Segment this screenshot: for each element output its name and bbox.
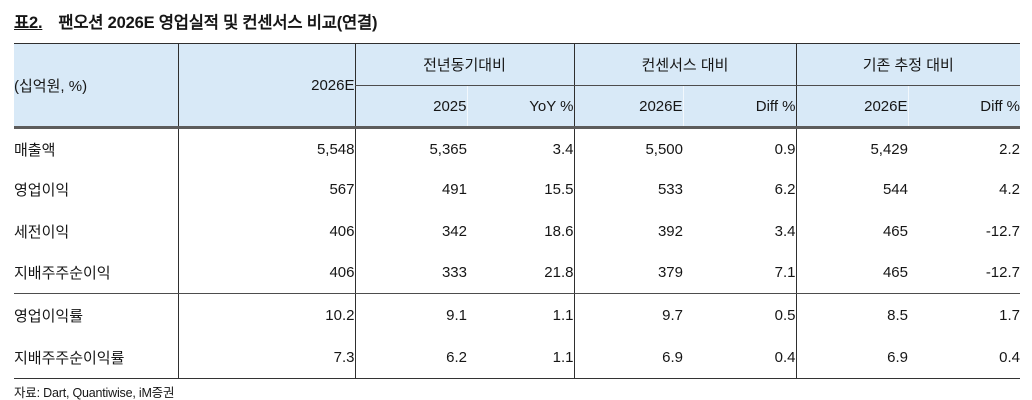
row-label: 지배주주순이익 (14, 252, 178, 294)
subheader-consensus-2026e: 2026E (573, 85, 683, 129)
row-label: 매출액 (14, 141, 56, 159)
row-label: 지배주주순이익률 (14, 336, 178, 379)
cell-previous-diff: 4.2 (999, 181, 1021, 199)
subheader-previous-2026e: 2026E (795, 85, 908, 129)
unit-header-cell: (십억원, %) (14, 43, 178, 129)
table-row-pretax-profit: 세전이익 406 342 18.6 392 3.4 465 -12.7 (14, 210, 1021, 252)
column-header-2026e: 2026E (177, 43, 355, 129)
cell-previous-diff: -12.7 (908, 252, 1021, 294)
row-label: 세전이익 (14, 223, 70, 241)
cell-previous-diff: 2.2 (999, 140, 1021, 158)
table-row-net-profit-owners: 지배주주순이익 406 333 21.8 379 7.1 465 -12.7 (14, 252, 1021, 294)
subheader-yoy-pct: YoY % (466, 85, 574, 129)
cell-previous-2026e: 544 (795, 169, 908, 211)
cell-consensus-2026e: 5,500 (573, 127, 683, 169)
cell-consensus-2026e: 392 (573, 210, 683, 252)
cell-yoy: 1.1 (552, 306, 574, 324)
cell-previous-2026e: 465 (795, 210, 908, 252)
cell-2025: 333 (354, 252, 467, 294)
sub-header-row: 2025 YoY % 2026E Diff % 2026E Diff % (14, 85, 1021, 129)
table-row-operating-profit: 영업이익 567 491 15.5 533 6.2 544 4.2 (14, 169, 1020, 211)
cell-consensus-diff: 0.4 (683, 336, 796, 379)
cell-2026e: 406 (177, 210, 355, 252)
cell-yoy: 21.8 (467, 252, 574, 294)
table-row-revenue: 매출액 5,548 5,365 3.4 5,500 0.9 5,429 2.2 (14, 127, 1021, 169)
row-label: 영업이익 (14, 182, 70, 200)
cell-2025: 6.2 (354, 336, 467, 379)
cell-2026e: 406 (177, 252, 355, 294)
table-row-net-margin-owners: 지배주주순이익률 7.3 6.2 1.1 6.9 0.4 6.9 0.4 (14, 336, 1021, 379)
source-note: 자료: Dart, Quantiwise, iM증권 (14, 386, 175, 400)
table-title-text: 팬오션 2026E 영업실적 및 컨센서스 비교(연결) (58, 14, 378, 32)
cell-previous-diff: 0.4 (908, 336, 1021, 379)
cell-2025: 342 (354, 210, 467, 252)
cell-previous-2026e: 5,429 (795, 127, 908, 169)
cell-consensus-diff: 6.2 (774, 181, 796, 199)
cell-consensus-diff: 0.9 (774, 140, 796, 158)
group-header-previous-estimate: 기존 추정 대비 (795, 43, 1021, 86)
cell-2025: 5,365 (354, 127, 467, 169)
row-label: 영업이익률 (14, 307, 84, 325)
cell-consensus-diff: 3.4 (774, 222, 796, 240)
cell-previous-2026e: 8.5 (795, 293, 908, 336)
cell-previous-diff: 1.7 (999, 306, 1021, 324)
cell-2026e: 5,548 (177, 127, 355, 169)
cell-yoy: 15.5 (544, 181, 574, 199)
cell-2026e: 567 (177, 169, 355, 211)
cell-consensus-diff: 7.1 (683, 252, 796, 294)
subheader-previous-diff-pct: Diff % (907, 85, 1021, 129)
group-header-consensus: 컨센서스 대비 (573, 43, 796, 86)
cell-consensus-2026e: 379 (573, 252, 683, 294)
cell-yoy: 3.4 (552, 140, 574, 158)
financial-comparison-table: (십억원, %) 2026E 전년동기대비 컨센서스 대비 기존 추정 대비 2… (14, 43, 1021, 379)
cell-consensus-2026e: 9.7 (573, 293, 683, 336)
cell-yoy: 18.6 (544, 222, 574, 240)
table-row-operating-margin: 영업이익률 10.2 9.1 1.1 9.7 0.5 8.5 1.7 (14, 293, 1021, 336)
cell-2025: 9.1 (354, 293, 467, 336)
cell-previous-2026e: 465 (795, 252, 908, 294)
cell-consensus-diff: 0.5 (774, 306, 796, 324)
cell-2025: 491 (354, 169, 467, 211)
cell-previous-2026e: 6.9 (795, 336, 908, 379)
cell-2026e: 7.3 (177, 336, 355, 379)
cell-2026e: 10.2 (177, 293, 355, 336)
cell-consensus-2026e: 533 (573, 169, 683, 211)
cell-consensus-2026e: 6.9 (573, 336, 683, 379)
subheader-2025: 2025 (354, 85, 467, 129)
subheader-consensus-diff-pct: Diff % (682, 85, 796, 129)
group-header-row: (십억원, %) 2026E 전년동기대비 컨센서스 대비 기존 추정 대비 (14, 43, 1021, 129)
cell-yoy: 1.1 (467, 336, 574, 379)
table-number-label: 표2. (14, 14, 43, 32)
group-header-yoy: 전년동기대비 (354, 43, 574, 86)
cell-previous-diff: -12.7 (985, 222, 1021, 240)
table-title: 표2. 팬오션 2026E 영업실적 및 컨센서스 비교(연결) (14, 9, 377, 33)
